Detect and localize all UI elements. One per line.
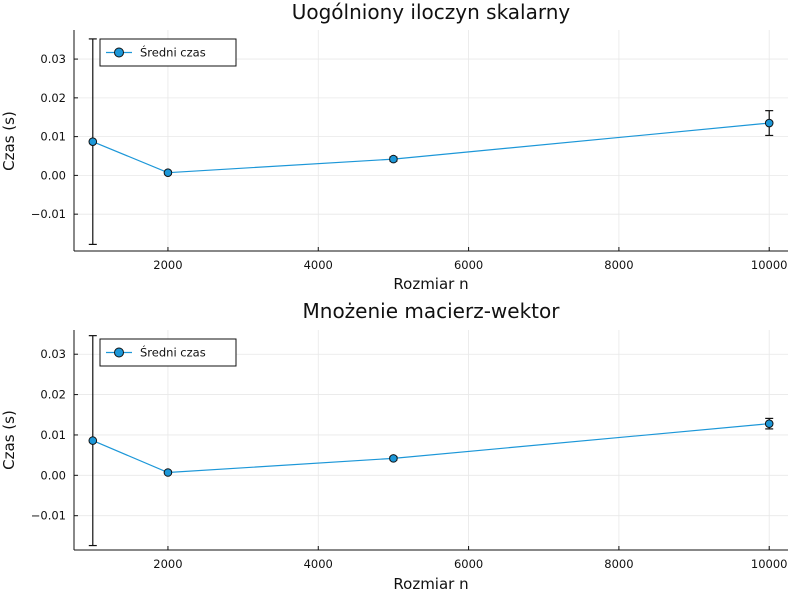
chart-title: Uogólniony iloczyn skalarny xyxy=(292,0,571,24)
x-tick-label: 10000 xyxy=(751,557,788,571)
series-line xyxy=(92,423,770,474)
y-tick-label: 0.03 xyxy=(40,52,66,66)
data-point xyxy=(163,168,173,177)
data-point xyxy=(88,137,98,146)
x-tick-label: 10000 xyxy=(751,258,788,272)
legend: Średni czas xyxy=(99,338,237,367)
x-tick-label: 2000 xyxy=(153,258,182,272)
y-axis-label: Czas (s) xyxy=(0,111,18,171)
x-tick-label: 8000 xyxy=(604,258,633,272)
legend-label: Średni czas xyxy=(140,345,206,360)
x-tick-label: 8000 xyxy=(604,557,633,571)
chart-panel-2: 2000 4000 6000 8000 10000 −0.01 0.00 0.01 0.02 0.… xyxy=(0,299,788,593)
legend-label: Średni czas xyxy=(140,45,206,60)
x-tick-label: 4000 xyxy=(304,258,333,272)
chart-title: Mnożenie macierz-wektor xyxy=(303,299,561,323)
data-point xyxy=(764,118,774,128)
data-point xyxy=(389,454,398,463)
y-axis-label: Czas (s) xyxy=(0,410,18,470)
chart-panel-1: 2000 4000 6000 8000 10000 −0.01 0.00 0.01 0.02 0.… xyxy=(0,0,788,293)
data-point xyxy=(88,436,98,445)
data-point xyxy=(764,419,774,428)
x-tick-label: 2000 xyxy=(153,557,182,571)
legend-marker xyxy=(114,347,124,358)
x-tick-label: 6000 xyxy=(454,258,483,272)
y-tick-label: 0.00 xyxy=(40,168,66,182)
y-tick-label: −0.01 xyxy=(31,207,66,221)
y-tick-label: 0.01 xyxy=(40,428,66,442)
x-axis-label: Rozmiar n xyxy=(393,575,468,593)
y-tick-label: 0.00 xyxy=(40,468,66,482)
x-tick-label: 6000 xyxy=(454,557,483,571)
x-axis-label: Rozmiar n xyxy=(393,275,468,293)
y-tick-label: 0.02 xyxy=(40,388,66,402)
x-tick-label: 4000 xyxy=(304,557,333,571)
y-tick-label: 0.01 xyxy=(40,130,66,144)
y-tick-label: −0.01 xyxy=(31,509,66,523)
data-point xyxy=(389,154,398,164)
y-tick-label: 0.02 xyxy=(40,91,66,105)
legend: Średni czas xyxy=(99,38,237,67)
data-point xyxy=(163,468,173,477)
y-tick-label: 0.03 xyxy=(40,347,66,361)
series-line xyxy=(92,122,770,174)
legend-marker xyxy=(114,47,124,58)
